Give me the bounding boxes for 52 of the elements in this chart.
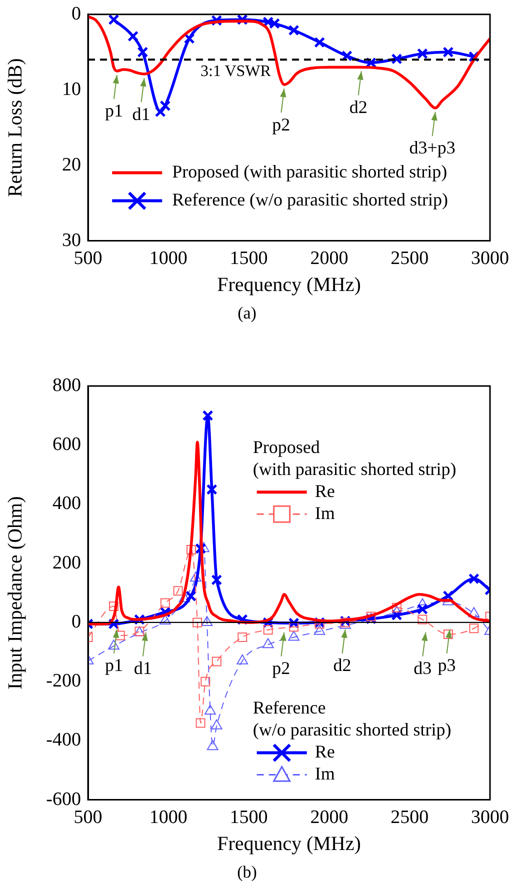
annotation: d3+p3	[409, 138, 456, 158]
y-tick-label: -200	[46, 670, 81, 692]
y-tick-label: 200	[52, 552, 81, 574]
y-tick-label: 20	[62, 154, 81, 176]
y-tick-label: 30	[62, 230, 81, 251]
annotation: (w/o parasitic shorted strip)	[252, 720, 452, 740]
annotation: d1	[132, 104, 150, 124]
annotation: 3:1 VSWR	[200, 62, 272, 80]
y-tick-label: 0	[72, 3, 81, 24]
y-tick-label: -400	[46, 730, 81, 751]
y-axis-title: Input Impedance (Ohm)	[4, 496, 26, 690]
y-tick-label: 600	[52, 434, 81, 456]
x-axis-title: Frequency (MHz)	[217, 274, 361, 296]
x-axis-title: Frequency (MHz)	[217, 832, 361, 855]
annotation: p3	[438, 655, 456, 676]
y-tick-label: -600	[46, 788, 81, 810]
x-tick-label: 1000	[149, 248, 188, 270]
x-tick-label: 3000	[471, 248, 509, 270]
x-tick-label: 2000	[310, 807, 348, 828]
x-tick-label: 3000	[471, 807, 509, 828]
legend-label: Re	[314, 480, 335, 501]
annotation: p1	[104, 655, 123, 676]
x-tick-label: 500	[74, 248, 102, 270]
text: (b)	[237, 862, 257, 882]
x-tick-label: 2500	[390, 807, 429, 828]
annotation: d3	[414, 658, 432, 678]
x-tick-label: 2000	[310, 248, 348, 270]
annotation: p1	[104, 100, 123, 121]
y-tick-label: 0	[72, 611, 81, 632]
annotation: Proposed	[252, 436, 320, 457]
legend-label: Im	[314, 502, 335, 523]
annotation: d2	[333, 655, 352, 676]
legend-label: Re	[314, 742, 335, 762]
y-tick-label: 800	[52, 374, 81, 396]
x-tick-label: 1000	[149, 807, 188, 828]
x-tick-label: 1500	[230, 248, 268, 270]
text: (a)	[238, 303, 256, 322]
x-tick-label: 1500	[230, 807, 268, 828]
annotation: d1	[134, 658, 152, 678]
legend-label: Proposed (with parasitic shorted strip)	[172, 162, 448, 182]
x-tick-label: 2500	[390, 248, 429, 270]
annotation: (with parasitic shorted strip)	[252, 458, 456, 479]
annotation: d2	[349, 96, 368, 117]
annotation: p2	[272, 658, 290, 678]
y-tick-label: 400	[52, 493, 81, 514]
annotation: Reference	[252, 698, 326, 718]
annotation: p2	[272, 114, 290, 134]
y-tick-label: 10	[62, 78, 81, 100]
y-axis-title: Return Loss (dB)	[4, 58, 26, 198]
legend-label: Reference (w/o parasitic shorted strip)	[172, 190, 448, 210]
legend-label: Im	[314, 764, 335, 784]
x-tick-label: 500	[74, 807, 102, 828]
